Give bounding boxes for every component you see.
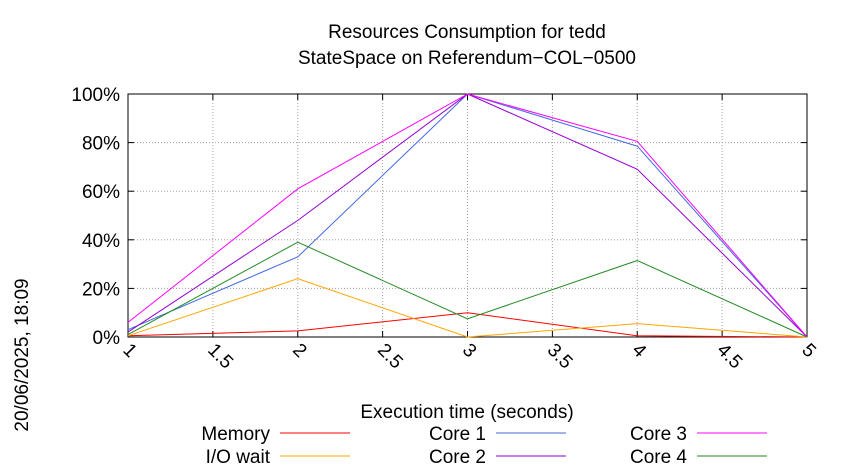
chart-subtitle: StateSpace on Referendum−COL−0500 (298, 48, 636, 69)
x-tick-label: 4 (628, 340, 651, 363)
legend-label-core-3: Core 3 (630, 424, 687, 445)
y-tick-label: 20% (82, 279, 120, 300)
series-line-core-4 (127, 241, 808, 338)
y-tick-label: 40% (82, 231, 120, 252)
y-tick-label: 80% (82, 134, 120, 155)
x-axis-label: Execution time (seconds) (360, 402, 573, 423)
x-tick-label: 2.5 (373, 340, 407, 374)
legend-label-core-4: Core 4 (630, 447, 687, 468)
y-tick-label: 0% (93, 328, 121, 349)
x-tick-label: 5 (797, 340, 819, 362)
x-tick-label: 2 (288, 340, 310, 362)
x-tick-label: 3.5 (543, 340, 577, 374)
x-tick-label: 4.5 (713, 340, 747, 374)
x-tick-label: 3 (458, 340, 480, 362)
y-axis: 0% 20% 40% 60% 80% 100% (71, 85, 807, 349)
legend-label-core-2: Core 2 (429, 447, 486, 468)
legend-label-core-1: Core 1 (429, 424, 486, 445)
x-tick-label: 1 (118, 340, 140, 362)
chart-title: Resources Consumption for tedd (328, 22, 606, 43)
grid (128, 94, 807, 337)
y-tick-label: 60% (82, 182, 120, 203)
timestamp-label: 20/06/2025, 18:09 (12, 278, 33, 431)
series-lines (127, 93, 808, 338)
legend-label-i-o-wait: I/O wait (206, 447, 271, 468)
legend-label-memory: Memory (201, 424, 270, 445)
series-line-memory (127, 312, 808, 338)
y-tick-label: 100% (71, 85, 120, 106)
series-line-i-o-wait (127, 278, 808, 338)
x-tick-label: 1.5 (203, 340, 237, 374)
series-line-core-3 (127, 93, 808, 338)
